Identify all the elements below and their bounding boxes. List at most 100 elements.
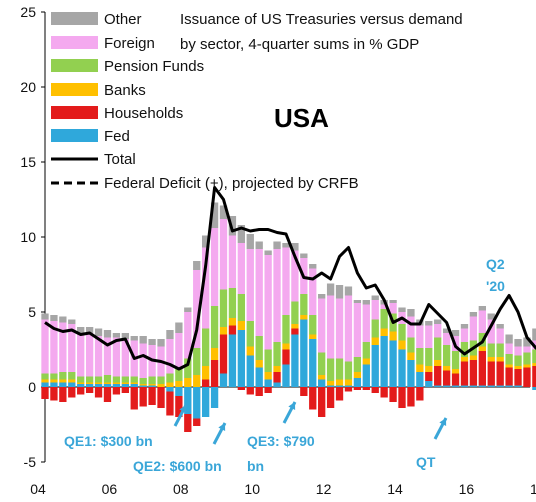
y-tick-label: -5 [24, 454, 37, 470]
bar-segment-pension-funds [41, 373, 49, 380]
bar-segment-pension-funds [496, 343, 504, 357]
bar-segment-other [85, 327, 94, 333]
bar-segment-foreign [344, 295, 353, 362]
bar-segment-fed [371, 345, 379, 387]
bar-segment-foreign [85, 333, 94, 377]
bar-segment-other [460, 324, 469, 329]
annotation-label: QE3: $790 [247, 433, 315, 449]
bar-segment-pension-funds [505, 354, 513, 365]
bar-segment-households [121, 387, 129, 393]
y-tick-label: 15 [20, 154, 36, 170]
y-tick-label: 0 [28, 379, 36, 395]
bar-segment-households [112, 387, 121, 395]
bar-segment-pension-funds [371, 319, 379, 338]
bar-segment-foreign [41, 319, 49, 374]
bar-segment-households [532, 366, 536, 387]
bar-segment-fed [148, 385, 156, 387]
bar-segment-fed [353, 378, 362, 387]
bar-segment-pension-funds [300, 294, 308, 315]
bar-segment-fed [130, 384, 138, 387]
total-line [44, 186, 536, 371]
bar-segment-other [68, 319, 76, 324]
bar-segment-other [157, 339, 165, 347]
bar-segment-fed [532, 387, 536, 390]
bar-segment-other [326, 283, 335, 296]
legend-label-pension-funds: Pension Funds [104, 58, 204, 75]
bar-segment-fed [50, 382, 58, 387]
bar-segment-households [85, 387, 94, 393]
bar-segment-households [407, 387, 415, 407]
bar-segment-fed [380, 336, 388, 387]
bar-segment-pension-funds [193, 348, 201, 375]
bar-segment-other [246, 234, 254, 249]
bar-segment-pension-funds [451, 351, 460, 369]
bar-segment-fed [309, 339, 317, 387]
bar-segment-banks [434, 360, 442, 366]
bar-segment-banks [148, 384, 156, 386]
bar-segment-other [505, 334, 513, 344]
bar-segment-other [166, 330, 174, 339]
bar-segment-households [246, 387, 254, 395]
bar-segment-pension-funds [380, 309, 388, 329]
legend-swatch-fed [51, 129, 98, 142]
bar-segment-other [184, 307, 192, 312]
bar-segment-banks [398, 340, 406, 350]
bar-segment-households [389, 387, 397, 402]
bar-segment-households [505, 367, 513, 386]
bar-segment-foreign [273, 249, 281, 342]
bar-segment-foreign [469, 316, 478, 341]
bar-segment-banks [228, 318, 237, 326]
bar-segment-foreign [505, 343, 513, 354]
bar-segment-foreign [282, 247, 290, 315]
bar-segment-households [193, 418, 201, 426]
bar-segment-households [264, 387, 272, 393]
bar-segment-households [210, 360, 219, 387]
bar-segment-pension-funds [273, 342, 281, 366]
bar-segment-banks [309, 334, 317, 339]
bar-segment-households [309, 387, 317, 410]
bar-segment-fed [193, 387, 201, 419]
bar-segment-households [41, 387, 49, 399]
bar-segment-banks [487, 357, 495, 362]
bar-segment-pension-funds [318, 352, 326, 375]
bar-segment-households [50, 387, 58, 401]
bar-segment-banks [85, 382, 94, 384]
bar-segment-banks [112, 382, 121, 384]
bar-segment-pension-funds [166, 373, 174, 383]
legend-label-banks: Banks [104, 82, 146, 99]
bar-segment-households [139, 387, 147, 407]
bar-segment-pension-funds [201, 328, 210, 366]
annotation-arrowhead [288, 402, 296, 410]
bar-segment-pension-funds [121, 376, 129, 383]
bar-segment-fed [487, 385, 495, 387]
annotation-label: bn [247, 458, 264, 474]
bar-segment-banks [353, 372, 362, 378]
bar-segment-households [353, 387, 362, 390]
bar-segment-households [228, 325, 237, 335]
bar-segment-fed [228, 334, 237, 387]
annotation-label: QE1: $300 bn [64, 433, 153, 449]
bar-segment-foreign [210, 228, 219, 306]
bar-segment-fed [460, 385, 469, 387]
legend-label-fed: Fed [104, 128, 130, 145]
bar-segment-fed [41, 382, 49, 387]
bar-segment-households [255, 387, 263, 396]
bar-segment-fed [59, 382, 67, 387]
bar-segment-households [442, 370, 451, 386]
bar-segment-households [326, 387, 335, 408]
bar-segment-banks [130, 382, 138, 384]
bar-segment-banks [442, 366, 451, 371]
bar-segment-other [362, 300, 370, 305]
bar-segment-banks [139, 384, 147, 386]
bar-segment-pension-funds [309, 315, 317, 335]
bar-segment-foreign [309, 268, 317, 315]
legend-swatch-households [51, 106, 98, 119]
bar-segment-households [416, 387, 424, 401]
bar-segment-pension-funds [264, 349, 272, 372]
annotation-arrowhead [218, 423, 226, 431]
bar-segment-households [425, 372, 433, 381]
bar-segment-pension-funds [291, 301, 299, 324]
bar-segment-other [487, 313, 495, 320]
bar-segment-banks [59, 379, 67, 383]
bar-segment-fed [210, 387, 219, 408]
